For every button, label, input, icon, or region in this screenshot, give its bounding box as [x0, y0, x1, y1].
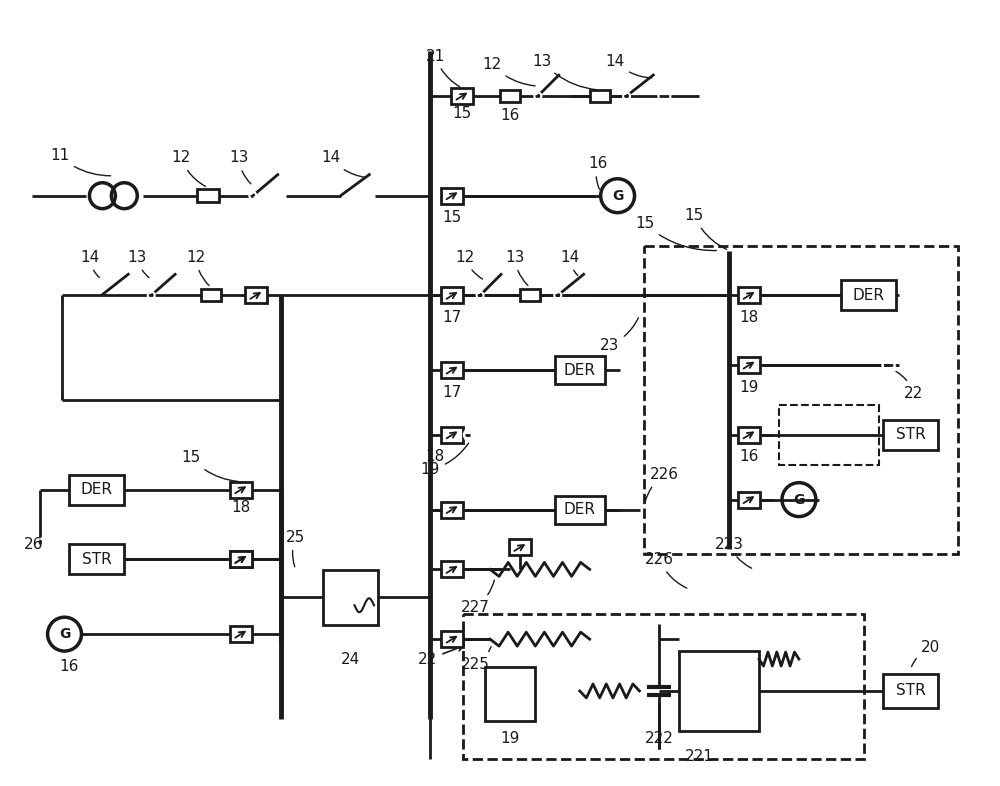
Text: 13: 13	[128, 250, 149, 277]
Text: 12: 12	[455, 250, 483, 279]
Bar	[883, 420, 938, 450]
Bar	[463, 614, 864, 758]
Text: 16: 16	[739, 450, 759, 465]
Text: 14: 14	[321, 150, 366, 178]
Text: G: G	[612, 189, 623, 203]
Text: 19: 19	[739, 380, 759, 395]
Text: 15: 15	[635, 216, 716, 251]
Bar	[738, 492, 760, 508]
Bar	[520, 289, 540, 301]
Text: 14: 14	[80, 250, 99, 277]
Text: 26: 26	[24, 537, 43, 552]
Text: 12: 12	[186, 250, 209, 285]
Bar	[644, 245, 958, 554]
Text: 19: 19	[421, 443, 469, 477]
Text: 15: 15	[685, 208, 727, 249]
Bar	[230, 482, 252, 498]
Bar	[555, 356, 605, 384]
Bar	[841, 281, 896, 310]
Text: STR: STR	[896, 684, 925, 699]
Text: 13: 13	[505, 250, 528, 285]
Bar	[441, 501, 463, 517]
Bar	[500, 90, 520, 102]
Text: 18: 18	[739, 310, 759, 325]
Text: 23: 23	[600, 318, 638, 353]
Text: 226: 226	[645, 552, 687, 588]
Bar	[441, 631, 463, 647]
Bar	[738, 427, 760, 443]
Text: STR: STR	[896, 428, 925, 443]
Text: 21: 21	[426, 49, 460, 86]
Bar	[441, 427, 463, 443]
Text: 19: 19	[500, 731, 520, 746]
Bar	[69, 475, 124, 505]
Bar	[69, 545, 124, 575]
Text: 25: 25	[286, 530, 305, 567]
Text: DER: DER	[853, 288, 885, 303]
Bar	[441, 362, 463, 378]
Text: 12: 12	[172, 150, 206, 186]
Text: 227: 227	[461, 580, 494, 615]
Text: DER: DER	[564, 362, 596, 377]
Text: 15: 15	[181, 450, 238, 482]
Text: 16: 16	[500, 108, 520, 123]
Text: 18: 18	[426, 450, 445, 465]
Text: 24: 24	[341, 652, 360, 667]
Text: STR: STR	[82, 552, 111, 567]
Bar	[590, 90, 610, 102]
Bar	[201, 289, 221, 301]
Text: 223: 223	[715, 537, 752, 568]
Text: DER: DER	[564, 502, 596, 517]
Text: 15: 15	[443, 210, 462, 225]
Text: G: G	[59, 627, 70, 641]
Bar	[679, 651, 759, 731]
Text: 14: 14	[560, 250, 579, 275]
Text: 15: 15	[453, 106, 472, 122]
Text: 17: 17	[443, 310, 462, 325]
Text: 16: 16	[588, 156, 607, 189]
Text: DER: DER	[80, 482, 112, 498]
Text: 222: 222	[645, 731, 674, 746]
Bar	[738, 288, 760, 303]
Bar	[197, 189, 219, 202]
Text: 11: 11	[50, 149, 111, 176]
Bar	[245, 288, 267, 303]
Text: 14: 14	[605, 53, 652, 78]
Text: 12: 12	[482, 57, 535, 86]
Bar	[230, 552, 252, 567]
Bar	[323, 570, 378, 625]
Bar	[230, 552, 252, 567]
Bar	[509, 539, 531, 556]
Bar	[451, 88, 473, 104]
Bar	[555, 496, 605, 523]
Bar	[485, 667, 535, 722]
Text: G: G	[793, 493, 805, 507]
Text: 16: 16	[59, 659, 78, 674]
Bar	[441, 188, 463, 204]
Text: 225: 225	[461, 647, 491, 671]
Bar	[441, 561, 463, 578]
Text: 18: 18	[231, 500, 251, 515]
Text: 22: 22	[896, 372, 923, 401]
Bar	[779, 405, 879, 465]
Bar	[883, 674, 938, 708]
Bar	[230, 626, 252, 642]
Text: 226: 226	[645, 467, 679, 502]
Text: 13: 13	[229, 150, 251, 184]
Bar	[738, 357, 760, 373]
Text: 221: 221	[685, 749, 714, 764]
Text: 17: 17	[443, 384, 462, 399]
Text: 20: 20	[912, 640, 940, 667]
Bar	[441, 288, 463, 303]
Text: 13: 13	[532, 53, 597, 90]
Text: 22: 22	[418, 645, 464, 667]
